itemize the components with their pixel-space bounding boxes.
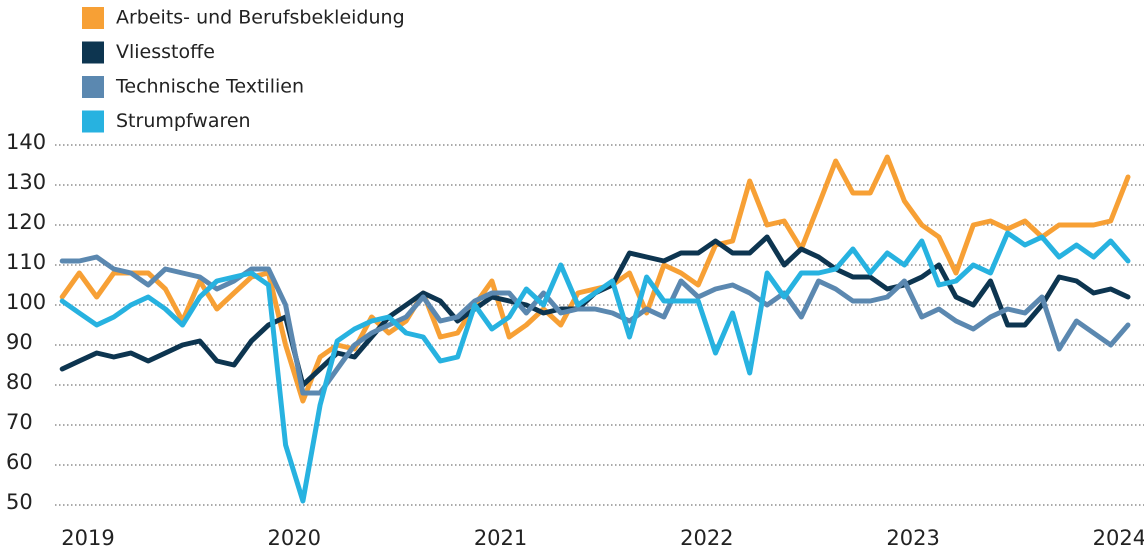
legend-label: Strumpfwaren — [116, 110, 251, 132]
legend-swatch — [82, 41, 104, 64]
legend-swatch — [82, 110, 104, 133]
x-tick-label: 2019 — [61, 526, 114, 550]
x-tick-label: 2022 — [680, 526, 733, 550]
y-tick-label: 80 — [6, 370, 33, 394]
x-tick-label: 2024 — [1093, 526, 1144, 550]
x-tick-label: 2023 — [886, 526, 939, 550]
legend-label: Vliesstoffe — [116, 41, 215, 63]
y-tick-label: 90 — [6, 330, 33, 354]
x-tick-label: 2020 — [268, 526, 321, 550]
y-tick-label: 140 — [6, 130, 46, 154]
legend-swatch — [82, 76, 104, 98]
y-tick-label: 100 — [6, 290, 46, 314]
y-tick-label: 50 — [6, 490, 33, 514]
legend-label: Technische Textilien — [115, 76, 304, 98]
y-tick-label: 60 — [6, 450, 33, 474]
series-line — [59, 230, 1131, 504]
legend-swatch — [82, 7, 104, 29]
y-tick-label: 130 — [6, 170, 46, 194]
x-tick-label: 2021 — [474, 526, 527, 550]
series-line — [59, 154, 1131, 404]
y-tick-label: 110 — [6, 250, 46, 274]
y-tick-label: 70 — [6, 410, 33, 434]
y-tick-label: 120 — [6, 210, 46, 234]
legend-label: Arbeits- und Berufsbekleidung — [116, 7, 405, 29]
